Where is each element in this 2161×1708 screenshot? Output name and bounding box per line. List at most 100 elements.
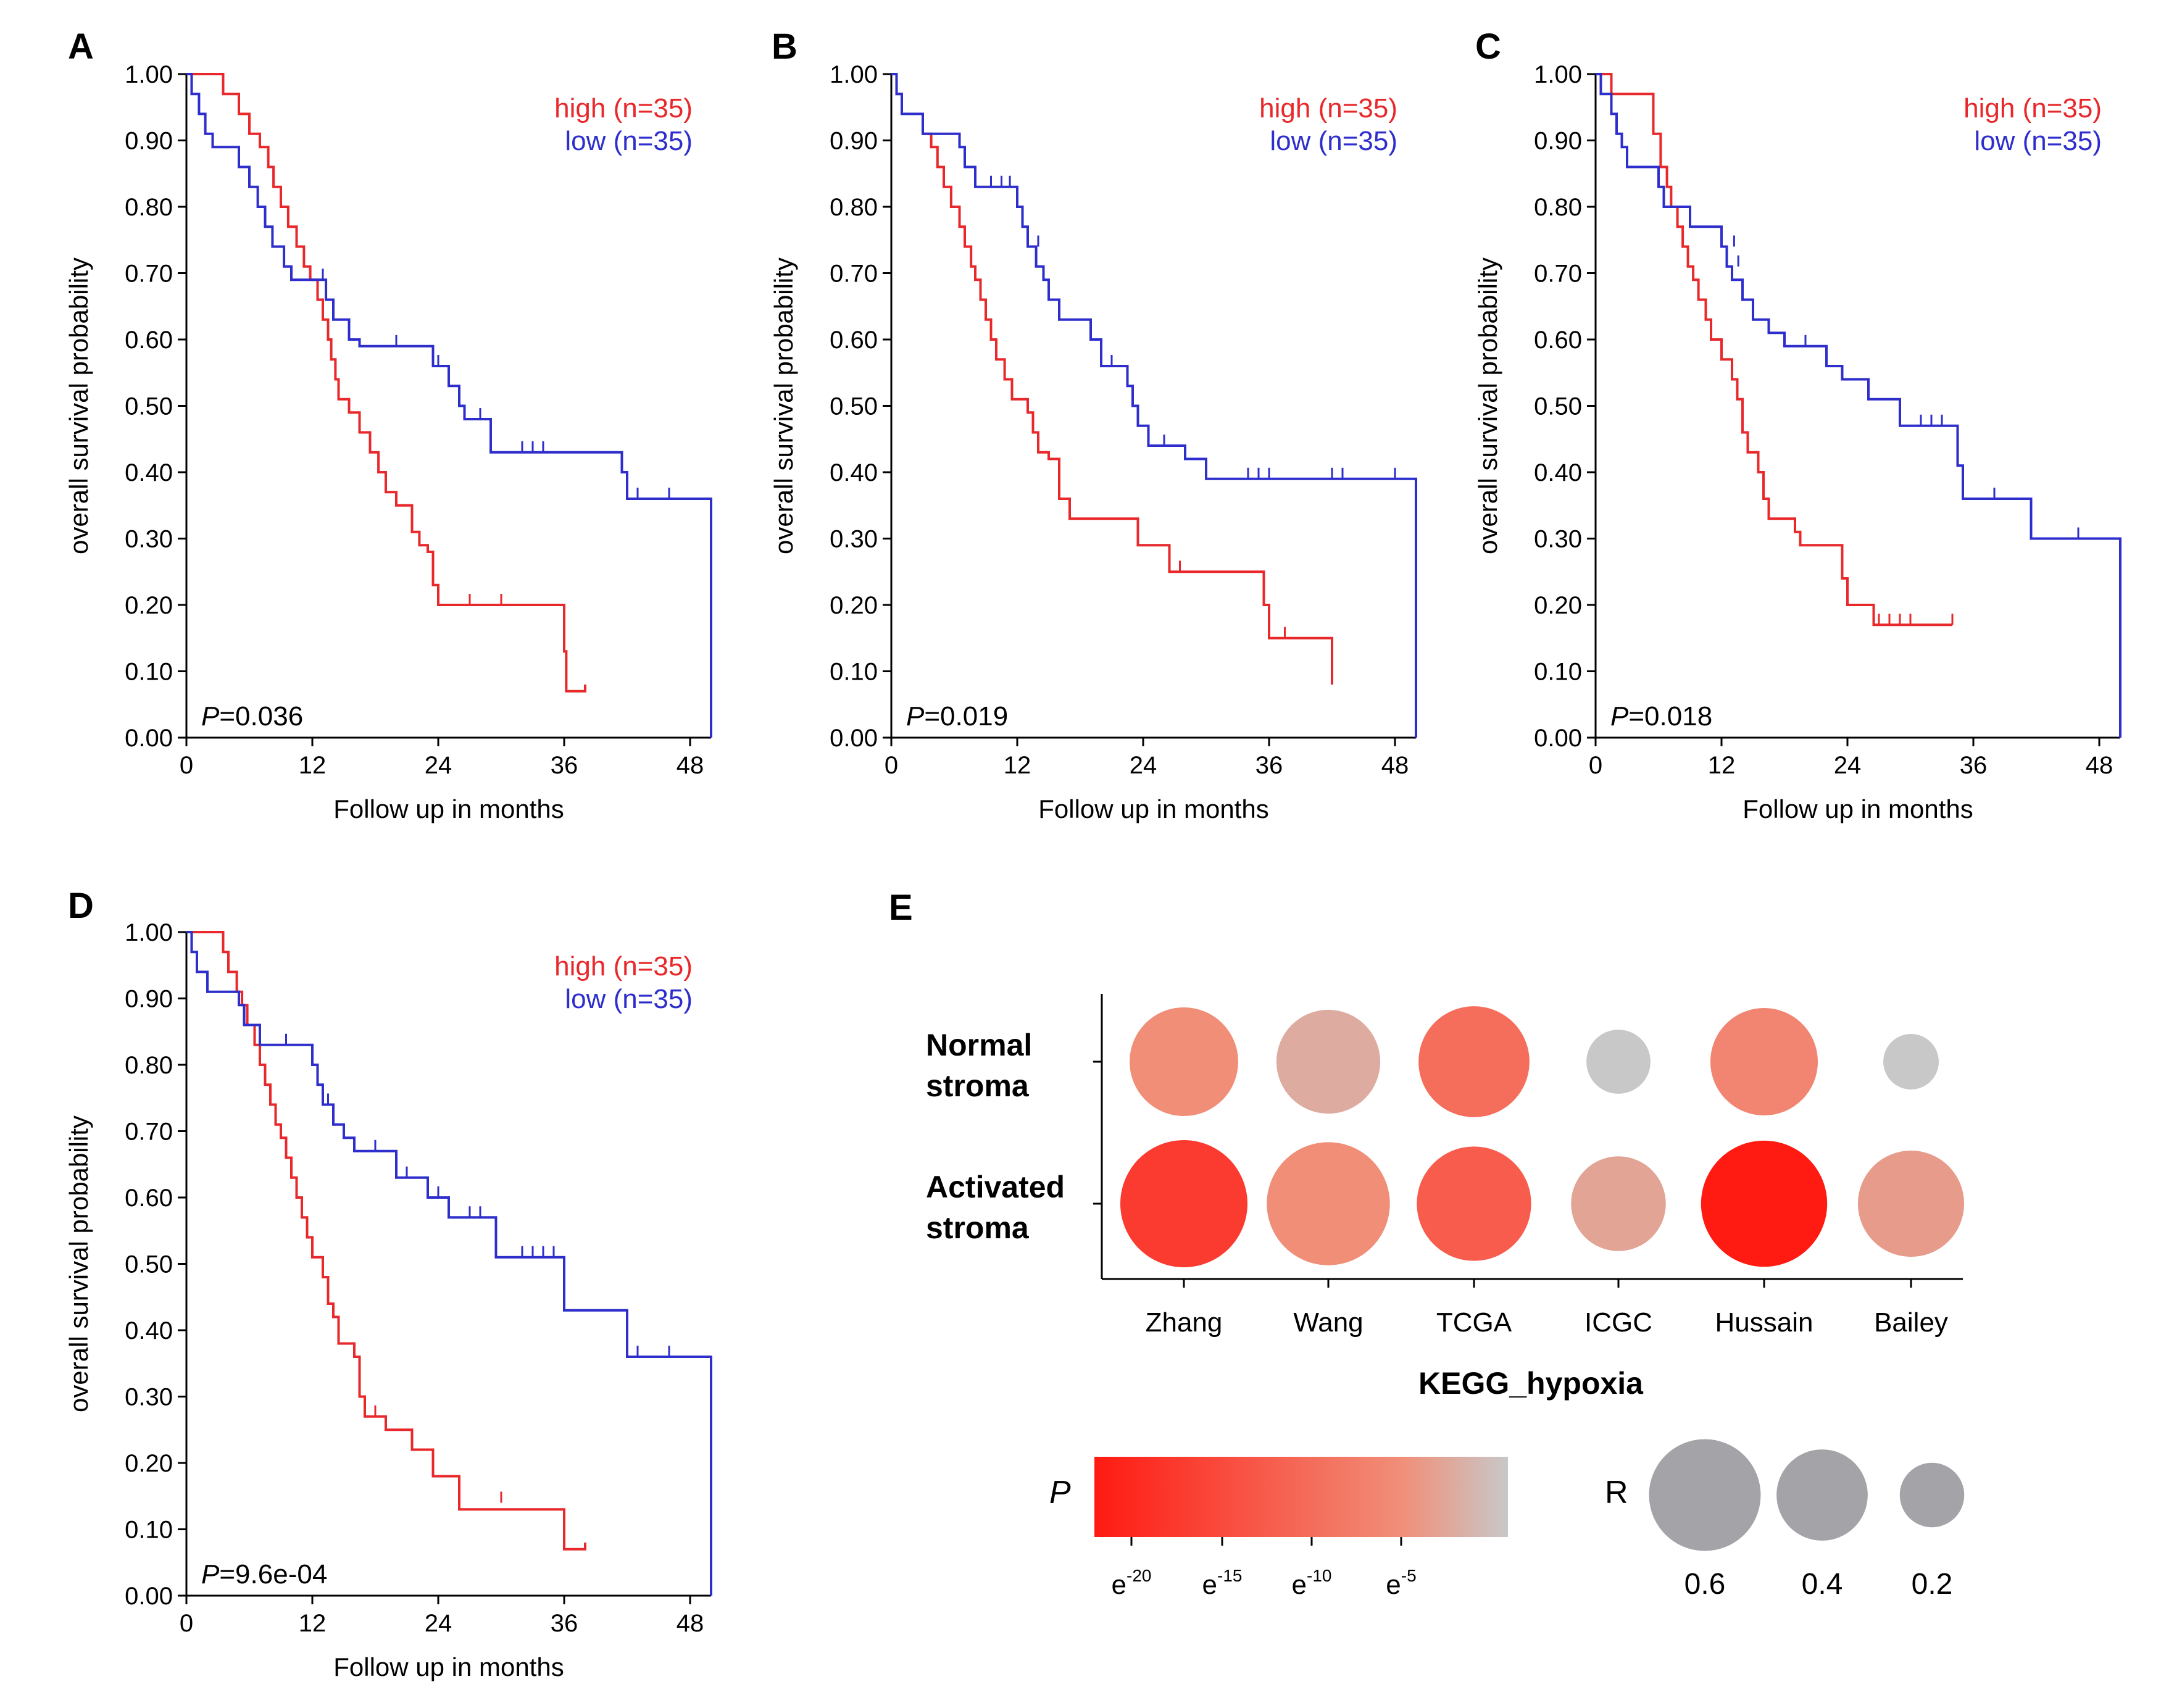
r-legend-value: 0.4 xyxy=(1802,1568,1843,1601)
km-panels: A0.000.100.200.300.400.500.600.700.800.9… xyxy=(64,27,2121,1681)
y-tick-label: 0.20 xyxy=(125,1450,173,1477)
x-axis-label: Follow up in months xyxy=(333,1652,564,1681)
survival-curve-high xyxy=(1596,73,1952,627)
r-legend-value: 0.6 xyxy=(1684,1568,1726,1601)
row-label: stroma xyxy=(926,1069,1030,1103)
x-axis-label: Follow up in months xyxy=(1038,794,1269,823)
legend-high: high (n=35) xyxy=(554,93,693,123)
p-value-label: P=9.6e-04 xyxy=(201,1559,327,1589)
legend-low: low (n=35) xyxy=(1270,126,1397,156)
p-symbol: P xyxy=(906,701,925,731)
y-tick-label: 0.90 xyxy=(1534,128,1582,155)
km-panel-b: B 0.00 0.10 0.20 0.30 0.40 0.50 0.60 0.70 0.80 0.9… xyxy=(769,27,1417,823)
y-tick-label: 0.20 xyxy=(830,592,878,619)
bubble-bailey-normal xyxy=(1883,1034,1939,1089)
y-tick-label: 0.50 xyxy=(125,1251,173,1278)
x-tick-label: 48 xyxy=(677,752,704,779)
survival-curve-low xyxy=(891,73,1417,738)
x-axis-label: KEGG_hypoxia xyxy=(1418,1366,1644,1401)
y-tick-label: 0.30 xyxy=(125,526,173,553)
p-symbol: P xyxy=(201,701,220,731)
y-tick-label: 0.70 xyxy=(125,260,173,288)
y-tick-label: 0.80 xyxy=(830,194,878,221)
y-tick-label: 0.80 xyxy=(1534,194,1582,221)
y-tick-label: 0.70 xyxy=(830,260,878,288)
km-panel-a: A 0.00 0.10 0.20 0.30 0.40 0.50 0.60 0.70 0.80 0.9… xyxy=(64,27,712,823)
p-tick-exponent: -10 xyxy=(1307,1566,1331,1585)
y-tick-label: 0.30 xyxy=(830,526,878,553)
bubble-hussain-normal xyxy=(1710,1007,1818,1116)
row-label: Normal xyxy=(926,1028,1032,1062)
y-tick-label: 0.90 xyxy=(125,128,173,155)
y-tick-label: 0.10 xyxy=(125,659,173,686)
y-tick-label: 0.80 xyxy=(125,1052,173,1079)
p-value-label: P=0.036 xyxy=(201,701,303,731)
x-tick-label: 0 xyxy=(885,752,898,779)
panel-letter: B xyxy=(772,27,797,67)
y-tick-label: 0.60 xyxy=(125,327,173,354)
bubble-panel: E Normal stroma Activated stroma Zhang Wang TCG… xyxy=(889,888,1965,1601)
p-tick-base: e xyxy=(1112,1570,1126,1600)
y-tick-label: 0.10 xyxy=(830,659,878,686)
legend-low: low (n=35) xyxy=(565,984,693,1014)
x-tick-label: 48 xyxy=(1381,752,1409,779)
x-axis-label: Follow up in months xyxy=(333,794,564,823)
p-tick-exponent: -20 xyxy=(1126,1566,1151,1585)
y-tick-label: 1.00 xyxy=(830,61,878,88)
bubble-bailey-activated xyxy=(1857,1150,1965,1257)
survival-curve-low xyxy=(186,931,712,1596)
y-tick-label: 0.60 xyxy=(830,327,878,354)
y-tick-label: 0.40 xyxy=(830,459,878,486)
x-tick-label: 36 xyxy=(551,1610,578,1637)
panel-letter: C xyxy=(1475,27,1501,67)
bubble-zhang-activated xyxy=(1120,1140,1247,1267)
legend-low: low (n=35) xyxy=(1974,126,2102,156)
y-axis-label: overall survival probability xyxy=(769,257,798,554)
y-tick-label: 0.10 xyxy=(125,1517,173,1544)
p-tick-base: e xyxy=(1386,1570,1401,1600)
km-panel-d: D 0.00 0.10 0.20 0.30 0.40 0.50 0.60 0.70 0.80 0.9… xyxy=(64,886,712,1681)
x-tick-label: 24 xyxy=(1130,752,1157,779)
y-tick-label: 0.40 xyxy=(125,1317,173,1344)
p-symbol: P xyxy=(1610,701,1629,731)
y-axis-label: overall survival probability xyxy=(1473,257,1502,554)
p-symbol: P xyxy=(201,1559,220,1589)
bubble-icgc-activated xyxy=(1571,1156,1666,1251)
y-tick-label: 0.80 xyxy=(125,194,173,221)
p-tick-exponent: -5 xyxy=(1401,1566,1417,1585)
y-tick-label: 0.30 xyxy=(125,1384,173,1411)
p-color-legend: Pe-20 e-15 e-10 e-5 xyxy=(1049,1457,1508,1600)
y-tick-label: 1.00 xyxy=(125,61,173,88)
legend-high: high (n=35) xyxy=(1259,93,1397,123)
x-tick-label: 0 xyxy=(180,752,193,779)
p-gradient-bar xyxy=(1094,1457,1508,1537)
category-label: Wang xyxy=(1293,1307,1363,1338)
y-tick-label: 0.00 xyxy=(1534,725,1582,752)
p-value: =0.018 xyxy=(1628,701,1712,731)
y-tick-label: 0.20 xyxy=(125,592,173,619)
y-tick-label: 0.60 xyxy=(1534,327,1582,354)
y-tick-label: 0.50 xyxy=(830,393,878,420)
survival-curve-high xyxy=(891,73,1333,685)
p-value: =0.019 xyxy=(924,701,1008,731)
y-tick-label: 0.90 xyxy=(125,986,173,1013)
p-tick-base: e xyxy=(1202,1570,1217,1600)
y-axis-label: overall survival probability xyxy=(64,1115,93,1412)
r-legend-label: R xyxy=(1605,1475,1628,1510)
category-label: Zhang xyxy=(1146,1307,1223,1338)
r-size-legend: R 0.6 0.4 0.2 xyxy=(1605,1439,1965,1601)
p-tick-label: e-5 xyxy=(1386,1566,1416,1600)
bubble-zhang-normal xyxy=(1129,1007,1239,1117)
x-axis-label: Follow up in months xyxy=(1743,794,1973,823)
x-tick-label: 36 xyxy=(551,752,578,779)
row-label: stroma xyxy=(926,1210,1030,1245)
x-tick-label: 24 xyxy=(1834,752,1862,779)
survival-curve-high xyxy=(186,73,586,693)
p-tick-base: e xyxy=(1292,1570,1307,1600)
y-tick-label: 0.50 xyxy=(125,393,173,420)
category-label: ICGC xyxy=(1584,1307,1652,1338)
p-tick-label: e-20 xyxy=(1112,1566,1152,1600)
p-tick-label: e-10 xyxy=(1292,1566,1332,1600)
legend-low: low (n=35) xyxy=(565,126,693,156)
y-tick-label: 0.00 xyxy=(830,725,878,752)
